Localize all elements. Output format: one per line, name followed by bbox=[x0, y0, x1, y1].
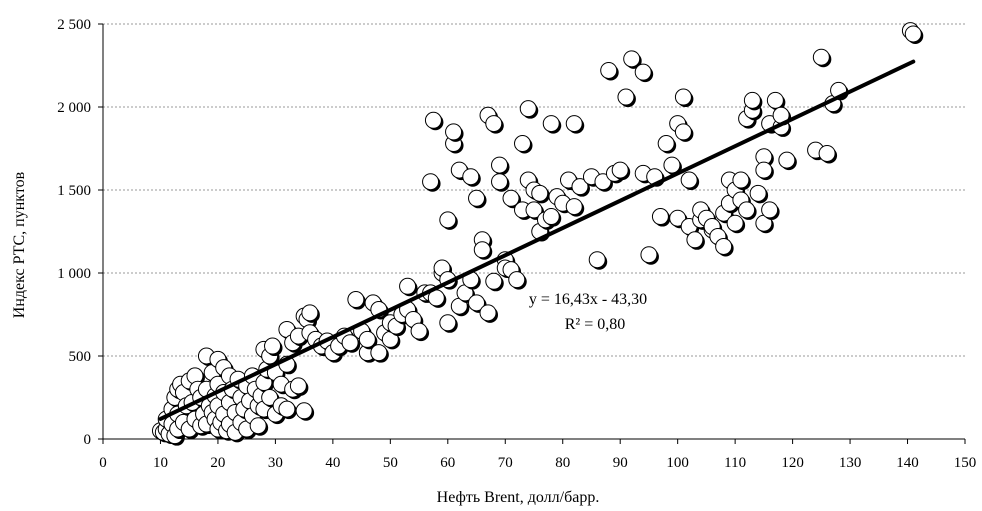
x-tick-label: 50 bbox=[383, 455, 398, 471]
data-point bbox=[565, 115, 585, 134]
trendline-equation: y = 16,43x - 43,30 bbox=[529, 291, 647, 308]
data-point bbox=[485, 272, 504, 292]
data-point bbox=[468, 189, 487, 209]
x-tick-label: 100 bbox=[666, 455, 689, 471]
x-tick-label: 140 bbox=[896, 455, 919, 471]
data-point bbox=[479, 304, 499, 323]
data-point bbox=[491, 173, 510, 192]
data-point bbox=[462, 168, 481, 187]
y-tick-label: 500 bbox=[69, 349, 92, 365]
data-point bbox=[424, 111, 444, 131]
x-tick-label: 130 bbox=[839, 455, 862, 471]
x-tick-label: 70 bbox=[498, 455, 513, 471]
data-point bbox=[761, 201, 780, 220]
data-point bbox=[295, 402, 315, 421]
data-point bbox=[264, 337, 283, 357]
data-point bbox=[565, 198, 585, 217]
y-axis-title: Индекс РТС, пунктов bbox=[11, 171, 28, 318]
data-point bbox=[341, 334, 361, 353]
data-point bbox=[491, 156, 510, 176]
data-point bbox=[571, 178, 590, 197]
data-point bbox=[519, 100, 539, 119]
data-point bbox=[732, 171, 751, 191]
x-tick-label: 60 bbox=[440, 455, 455, 471]
data-point bbox=[812, 48, 832, 68]
data-point bbox=[542, 208, 562, 227]
data-point bbox=[445, 123, 464, 142]
data-point bbox=[399, 277, 418, 297]
x-tick-labels: 0 10 20 30 40 50 60 70 80 90 100 110 120 130 140 150 bbox=[99, 455, 976, 471]
data-point bbox=[674, 123, 694, 142]
data-point bbox=[588, 251, 608, 270]
x-tick-label: 90 bbox=[613, 455, 628, 471]
x-tick-label: 0 bbox=[99, 455, 107, 471]
data-point bbox=[818, 144, 838, 164]
data-point bbox=[358, 330, 378, 350]
data-point bbox=[301, 304, 320, 323]
x-tick-label: 20 bbox=[210, 455, 225, 471]
data-point bbox=[617, 88, 636, 108]
data-point bbox=[450, 297, 470, 317]
data-point bbox=[715, 237, 734, 257]
data-point bbox=[755, 214, 774, 234]
data-point bbox=[657, 135, 677, 154]
data-point bbox=[634, 63, 654, 83]
data-point bbox=[278, 355, 297, 375]
data-point bbox=[611, 161, 631, 181]
data-point bbox=[531, 184, 550, 204]
y-tick-labels: 0 500 1 000 1 500 2 000 2 500 bbox=[57, 17, 91, 448]
data-point bbox=[600, 61, 619, 81]
data-point bbox=[640, 246, 659, 265]
data-point bbox=[347, 291, 366, 310]
x-tick-label: 80 bbox=[555, 455, 570, 471]
y-tick-label: 0 bbox=[84, 432, 92, 448]
data-point bbox=[422, 173, 441, 192]
x-tick-label: 40 bbox=[325, 455, 340, 471]
y-tick-label: 2 000 bbox=[57, 100, 91, 116]
y-tick-label: 1 000 bbox=[57, 266, 91, 282]
trendline-path bbox=[158, 59, 916, 421]
data-point bbox=[514, 135, 533, 154]
data-point bbox=[381, 330, 401, 350]
y-tick-label: 1 500 bbox=[57, 183, 91, 199]
data-point bbox=[743, 91, 763, 111]
data-point bbox=[726, 214, 746, 234]
data-point bbox=[623, 50, 642, 69]
data-point bbox=[755, 161, 774, 181]
data-point bbox=[686, 231, 705, 250]
data-points bbox=[151, 22, 924, 446]
data-point bbox=[278, 400, 297, 420]
trendline bbox=[158, 59, 916, 421]
x-axis-title: Нефть Brent, долл/барр. bbox=[437, 489, 600, 506]
data-point bbox=[904, 25, 924, 44]
data-point bbox=[749, 184, 769, 204]
axes bbox=[98, 23, 966, 444]
data-point bbox=[289, 377, 309, 396]
data-point bbox=[473, 241, 493, 260]
data-point bbox=[542, 115, 562, 134]
data-point bbox=[249, 417, 269, 436]
data-point bbox=[439, 211, 458, 230]
data-point bbox=[508, 271, 527, 290]
data-point bbox=[485, 115, 504, 134]
x-tick-label: 120 bbox=[781, 455, 804, 471]
data-point bbox=[778, 151, 797, 171]
y-tick-label: 2 500 bbox=[57, 17, 91, 33]
data-point bbox=[651, 208, 671, 227]
data-point bbox=[738, 201, 757, 220]
x-tick-label: 110 bbox=[724, 455, 746, 471]
trendline-r2: R² = 0,80 bbox=[565, 316, 626, 333]
data-point bbox=[410, 322, 430, 342]
data-point bbox=[680, 171, 700, 191]
data-point bbox=[370, 344, 389, 363]
x-tick-label: 30 bbox=[268, 455, 283, 471]
data-point bbox=[439, 314, 458, 333]
x-tick-label: 10 bbox=[153, 455, 168, 471]
data-point bbox=[674, 88, 694, 108]
x-tick-label: 150 bbox=[954, 455, 977, 471]
data-point bbox=[427, 289, 447, 308]
data-point bbox=[766, 91, 786, 111]
data-point bbox=[663, 156, 682, 176]
